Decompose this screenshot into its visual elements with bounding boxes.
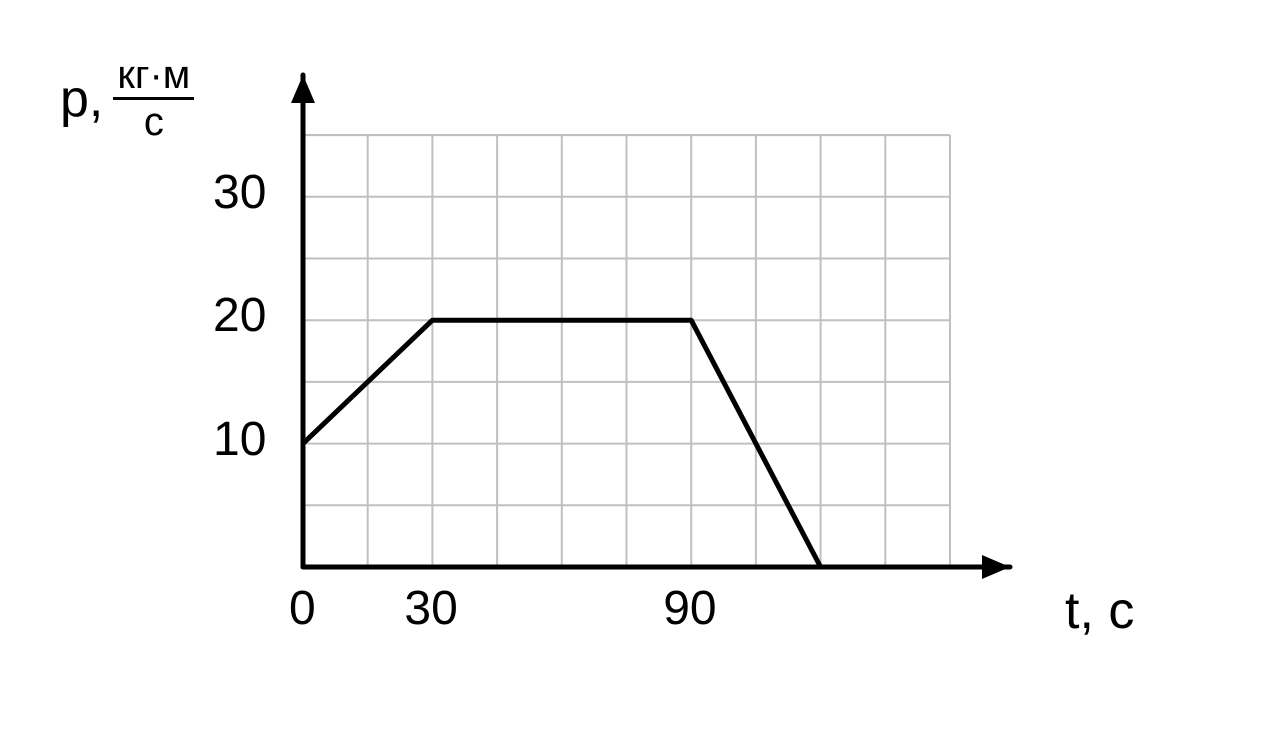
y-tick-label: 20 [213,292,266,340]
x-tick-label: 0 [289,585,316,633]
x-axis-label: t, с [1065,585,1134,637]
chart-container: { "chart": { "type": "line", "canvas": {… [0,0,1264,729]
y-axis-unit-bot: с [144,100,164,142]
x-tick-label: 90 [663,585,716,633]
y-axis-label: p, кг·м с [60,55,194,142]
y-axis-prefix: p, [60,73,103,125]
y-axis-unit-fraction: кг·м с [113,55,194,142]
y-tick-label: 30 [213,169,266,217]
y-axis-unit-top: кг·м [113,55,194,100]
x-tick-label: 30 [404,585,457,633]
y-tick-label: 10 [213,416,266,464]
